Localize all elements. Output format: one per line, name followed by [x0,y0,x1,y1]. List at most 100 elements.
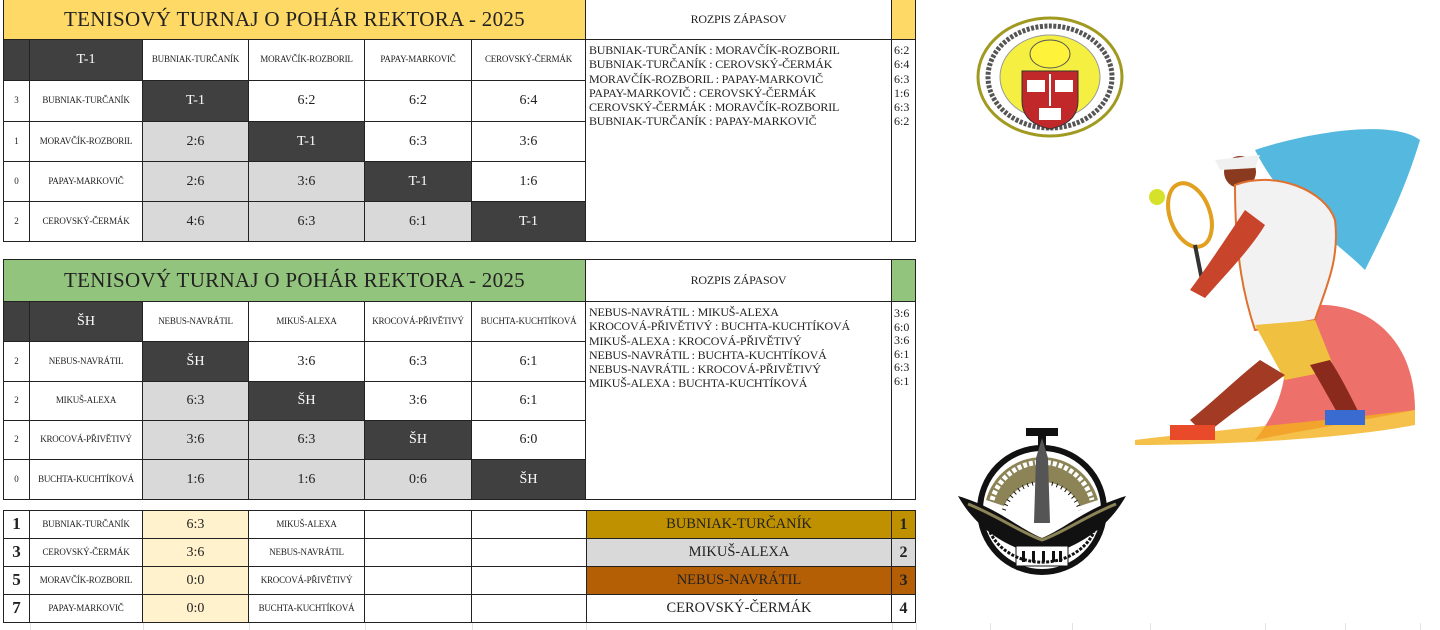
column-team-header[interactable]: BUCHTA-KUCHTÍKOVÁ [472,302,586,342]
score-cell[interactable]: 1:6 [249,460,365,500]
score-cell[interactable]: 6:4 [472,81,586,122]
away-team[interactable]: KROCOVÁ-PŘIVĚTIVÝ [249,567,365,595]
away-team[interactable]: NEBUS-NAVRÁTIL [249,539,365,567]
score-cell[interactable]: 3:6 [249,162,365,202]
away-team[interactable]: BUCHTA-KUCHTÍKOVÁ [249,595,365,623]
team-wins[interactable]: 2 [3,202,30,242]
row-team-name[interactable]: MIKUŠ-ALEXA [30,382,143,421]
score-cell[interactable]: 2:6 [143,162,249,202]
empty-cell[interactable] [365,539,472,567]
column-team-header[interactable]: MORAVČÍK-ROZBORIL [249,40,365,81]
score-cell[interactable]: 6:3 [365,342,472,382]
score-cell[interactable]: 6:3 [249,421,365,460]
team-wins[interactable]: 2 [3,421,30,460]
diagonal-cell[interactable]: ŠH [472,460,586,500]
row-team-name[interactable]: MORAVČÍK-ROZBORIL [30,122,143,162]
final-place[interactable]: 2 [892,539,916,567]
schedule-title[interactable]: ROZPIS ZÁPASOV [586,0,892,40]
column-team-header[interactable]: MIKUŠ-ALEXA [249,302,365,342]
score-cell[interactable]: 6:0 [472,421,586,460]
row-team-name[interactable]: CEROVSKÝ-ČERMÁK [30,202,143,242]
final-place[interactable]: 1 [892,511,916,539]
column-team-header[interactable]: CEROVSKÝ-ČERMÁK [472,40,586,81]
away-team[interactable]: MIKUŠ-ALEXA [249,511,365,539]
match-score[interactable]: 0:0 [143,567,249,595]
home-team[interactable]: CEROVSKÝ-ČERMÁK [30,539,143,567]
score-cell[interactable]: 6:1 [472,342,586,382]
diagonal-cell[interactable]: T-1 [472,202,586,242]
score-cell[interactable]: 6:3 [249,202,365,242]
team-wins[interactable]: 2 [3,342,30,382]
match-score[interactable]: 0:0 [143,595,249,623]
column-team-header[interactable]: BUBNIAK-TURČANÍK [143,40,249,81]
match-score[interactable]: 3:6 [143,539,249,567]
score-cell[interactable]: 3:6 [365,382,472,421]
score-cell[interactable]: 6:2 [365,81,472,122]
score-cell[interactable]: 1:6 [472,162,586,202]
diagonal-cell[interactable]: ŠH [249,382,365,421]
final-team[interactable]: CEROVSKÝ-ČERMÁK [586,595,892,623]
home-team[interactable]: MORAVČÍK-ROZBORIL [30,567,143,595]
diagonal-cell[interactable]: ŠH [143,342,249,382]
score-cell[interactable]: 1:6 [143,460,249,500]
schedule-score-header[interactable] [892,0,916,40]
row-team-name[interactable]: BUBNIAK-TURČANÍK [30,81,143,122]
final-team[interactable]: NEBUS-NAVRÁTIL [586,567,892,595]
score-cell[interactable]: 6:2 [249,81,365,122]
empty-cell[interactable] [472,595,586,623]
diagonal-cell[interactable]: T-1 [365,162,472,202]
score-cell[interactable]: 2:6 [143,122,249,162]
group-title[interactable]: TENISOVÝ TURNAJ O POHÁR REKTORA - 2025 [3,259,586,302]
empty-cell[interactable] [472,567,586,595]
score-cell[interactable]: 6:1 [365,202,472,242]
row-team-name[interactable]: NEBUS-NAVRÁTIL [30,342,143,382]
row-team-name[interactable]: KROCOVÁ-PŘIVĚTIVÝ [30,421,143,460]
schedule-title[interactable]: ROZPIS ZÁPASOV [586,259,892,302]
team-wins[interactable]: 0 [3,460,30,500]
schedule-list[interactable]: BUBNIAK-TURČANÍK : MORAVČÍK-ROZBORIL BUBN… [586,40,892,242]
final-place[interactable]: 4 [892,595,916,623]
diagonal-cell[interactable]: ŠH [365,421,472,460]
empty-cell[interactable] [365,511,472,539]
score-cell[interactable]: 3:6 [143,421,249,460]
team-wins[interactable]: 0 [3,162,30,202]
score-cell[interactable]: 4:6 [143,202,249,242]
group-label[interactable]: T-1 [30,40,143,81]
empty-cell[interactable] [365,567,472,595]
empty-cell[interactable] [365,595,472,623]
column-team-header[interactable]: NEBUS-NAVRÁTIL [143,302,249,342]
team-wins[interactable]: 2 [3,382,30,421]
team-wins[interactable]: 3 [3,81,30,122]
schedule-scores[interactable]: 3:6 6:0 3:6 6:1 6:3 6:1 [892,302,916,500]
final-team[interactable]: BUBNIAK-TURČANÍK [586,511,892,539]
schedule-scores[interactable]: 6:2 6:4 6:3 1:6 6:3 6:2 [892,40,916,242]
score-cell[interactable]: 3:6 [472,122,586,162]
corner-cell[interactable] [3,40,30,81]
match-number[interactable]: 5 [3,567,30,595]
score-cell[interactable]: 6:3 [365,122,472,162]
final-team[interactable]: MIKUŠ-ALEXA [586,539,892,567]
home-team[interactable]: BUBNIAK-TURČANÍK [30,511,143,539]
diagonal-cell[interactable]: T-1 [249,122,365,162]
group-label[interactable]: ŠH [30,302,143,342]
schedule-list[interactable]: NEBUS-NAVRÁTIL : MIKUŠ-ALEXA KROCOVÁ-PŘIV… [586,302,892,500]
column-team-header[interactable]: PAPAY-MARKOVIČ [365,40,472,81]
match-score[interactable]: 6:3 [143,511,249,539]
row-team-name[interactable]: BUCHTA-KUCHTÍKOVÁ [30,460,143,500]
team-wins[interactable]: 1 [3,122,30,162]
score-cell[interactable]: 6:3 [143,382,249,421]
column-team-header[interactable]: KROCOVÁ-PŘIVĚTIVÝ [365,302,472,342]
match-number[interactable]: 1 [3,511,30,539]
home-team[interactable]: PAPAY-MARKOVIČ [30,595,143,623]
score-cell[interactable]: 6:1 [472,382,586,421]
match-number[interactable]: 7 [3,595,30,623]
empty-cell[interactable] [472,539,586,567]
diagonal-cell[interactable]: T-1 [143,81,249,122]
score-cell[interactable]: 0:6 [365,460,472,500]
schedule-score-header[interactable] [892,259,916,302]
match-number[interactable]: 3 [3,539,30,567]
score-cell[interactable]: 3:6 [249,342,365,382]
empty-cell[interactable] [472,511,586,539]
final-place[interactable]: 3 [892,567,916,595]
row-team-name[interactable]: PAPAY-MARKOVIČ [30,162,143,202]
